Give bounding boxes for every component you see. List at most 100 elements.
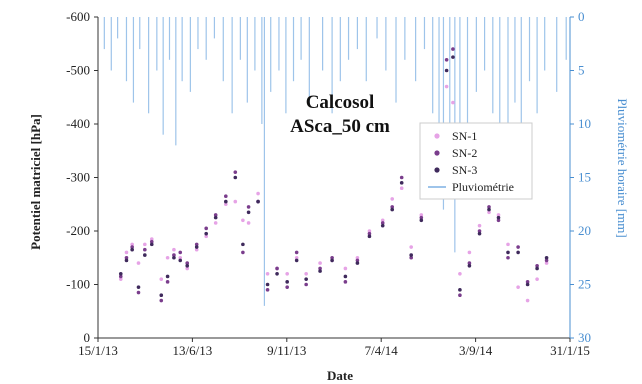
data-point-sn-1 (118, 277, 123, 281)
data-point-sn-1 (246, 221, 251, 225)
data-point-sn-1 (343, 266, 348, 271)
data-point-sn-2 (159, 298, 164, 303)
data-point-sn-3 (159, 293, 164, 298)
y-tick-label-right: 15 (578, 170, 591, 185)
data-point-sn-3 (204, 231, 208, 236)
data-point-sn-1 (185, 266, 190, 271)
data-point-sn-1 (419, 213, 424, 217)
data-point-sn-2 (194, 242, 199, 247)
data-point-sn-3 (343, 274, 348, 279)
data-point-sn-1 (124, 250, 129, 255)
data-point-sn-3 (185, 263, 190, 268)
data-point-sn-1 (380, 218, 385, 223)
data-point-sn-3 (136, 285, 141, 289)
data-point-sn-2 (487, 205, 491, 209)
data-point-sn-2 (172, 253, 176, 257)
data-point-sn-2 (343, 280, 348, 284)
x-tick-label: 15/1/13 (78, 343, 118, 358)
data-point-sn-2 (544, 258, 549, 263)
data-point-sn-1 (496, 213, 501, 217)
data-point-sn-1 (399, 186, 404, 190)
data-point-sn-2 (136, 290, 141, 295)
data-point-sn-2 (294, 250, 299, 255)
y-tick-label-left: -100 (66, 277, 90, 292)
data-point-sn-2 (241, 250, 245, 255)
data-point-sn-2 (535, 263, 539, 268)
data-point-sn-1 (194, 247, 199, 252)
data-point-sn-1 (318, 261, 322, 265)
data-point-sn-2 (506, 255, 510, 260)
data-point-sn-3 (149, 242, 154, 247)
data-point-sn-1 (159, 277, 164, 281)
data-point-sn-2 (451, 47, 455, 51)
y-tick-label-right: 30 (578, 330, 591, 345)
data-point-sn-3 (130, 247, 134, 252)
data-point-sn-2 (165, 280, 170, 284)
data-point-sn-1 (444, 84, 449, 89)
data-point-sn-3 (330, 258, 334, 263)
data-point-sn-1 (130, 242, 134, 247)
data-point-sn-2 (143, 247, 147, 252)
data-point-sn-3 (444, 68, 449, 73)
data-point-sn-3 (535, 266, 539, 271)
y-tick-label-right: 5 (578, 63, 585, 78)
data-point-sn-3 (525, 282, 530, 287)
data-point-sn-1 (355, 255, 360, 260)
data-point-sn-3 (458, 288, 462, 292)
data-point-sn-1 (204, 234, 208, 239)
data-point-sn-1 (165, 255, 170, 260)
data-point-sn-2 (458, 293, 462, 298)
tick-labels: 15/1/13 13/6/13 9/11/13 7/4/14 3/9/14 31/1/15… (66, 9, 591, 358)
data-point-sn-2 (330, 255, 334, 260)
data-point-sn-3 (246, 210, 251, 215)
data-point-sn-3 (409, 253, 413, 257)
y-tick-label-right: 25 (578, 277, 591, 292)
data-point-sn-1 (265, 272, 270, 276)
data-point-sn-3 (318, 269, 322, 273)
data-point-sn-2 (265, 288, 270, 292)
data-point-sn-2 (204, 226, 208, 231)
data-point-sn-3 (487, 207, 491, 212)
data-point-sn-2 (118, 274, 123, 279)
data-point-sn-1 (458, 272, 462, 276)
data-point-sn-2 (149, 239, 154, 244)
legend-label: Pluviométrie (452, 180, 514, 194)
data-point-sn-2 (467, 261, 472, 265)
data-point-sn-1 (390, 197, 395, 201)
data-point-sn-3 (506, 250, 510, 255)
data-point-sn-3 (399, 181, 404, 185)
y-tick-label-left: -500 (66, 63, 90, 78)
data-point-sn-1 (487, 210, 491, 215)
data-point-sn-1 (143, 242, 147, 247)
data-point-sn-1 (233, 199, 238, 204)
data-point-sn-2 (233, 170, 238, 174)
x-tick-label: 13/6/13 (173, 343, 213, 358)
data-point-sn-1 (367, 229, 372, 233)
y-tick-label-left: -200 (66, 223, 90, 238)
data-point-sn-3 (390, 207, 395, 212)
data-point-sn-3 (143, 253, 147, 257)
data-point-sn-2 (399, 175, 404, 180)
x-tick-label: 31/1/15 (550, 343, 590, 358)
data-point-sn-2 (525, 280, 530, 284)
data-point-sn-2 (419, 215, 424, 220)
data-point-sn-3 (241, 242, 245, 247)
data-point-sn-3 (544, 255, 549, 260)
legend: SN-1 SN-2 SN-3 Pluviométrie (419, 122, 533, 200)
legend-label: SN-1 (452, 129, 477, 143)
data-point-sn-3 (194, 245, 199, 249)
y-tick-label-left: -600 (66, 9, 90, 24)
data-point-sn-1 (477, 223, 482, 228)
data-point-sn-3 (124, 258, 129, 263)
data-point-sn-3 (265, 282, 270, 287)
data-point-sn-3 (118, 272, 123, 276)
data-point-sn-2 (409, 255, 413, 260)
legend-label: SN-2 (452, 146, 477, 160)
data-point-sn-1 (149, 237, 154, 241)
data-point-sn-3 (233, 175, 238, 180)
data-point-sn-2 (444, 58, 449, 62)
y-tick-label-left: -300 (66, 170, 90, 185)
data-point-sn-2 (496, 218, 501, 223)
data-point-sn-1 (467, 250, 472, 255)
data-point-sn-2 (516, 245, 520, 249)
